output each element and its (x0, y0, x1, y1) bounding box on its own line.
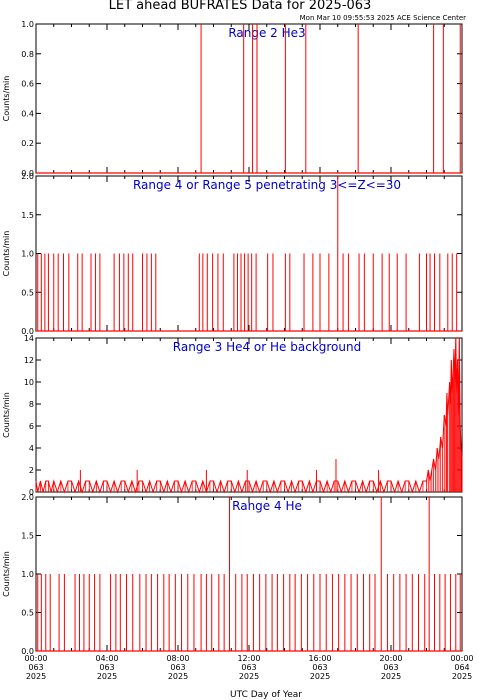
panel-2: 0.0 0.5 1.0 1.5 2.0 Counts/min Range 4 or Rang… (2, 172, 463, 336)
y-tick-label: 6 (29, 422, 34, 431)
x-tick-doy: 063 (99, 663, 114, 672)
y-tick-label: 0.0 (21, 647, 34, 656)
y-tick-label: 0.2 (21, 139, 34, 148)
x-tick-year: 2025 (381, 672, 401, 681)
panel-4: 0.0 0.5 1.0 1.5 2.0 Counts/min Range 4 He (2, 493, 463, 656)
y-tick-label: 14 (24, 334, 34, 343)
x-tick-year: 2025 (452, 672, 472, 681)
y-tick-label: 0.0 (21, 169, 34, 178)
x-tick-doy: 063 (312, 663, 327, 672)
data-series-line (35, 337, 463, 494)
y-tick-label: 1.5 (21, 532, 34, 541)
x-tick-year: 2025 (310, 672, 330, 681)
x-tick-year: 2025 (26, 672, 46, 681)
x-tick-time: 20:00 (379, 654, 402, 663)
panel-1: 0.0 0.2 0.4 0.6 0.8 1.0 Counts/min Range 2 He3 (2, 20, 463, 178)
y-tick-label: 1.0 (21, 570, 34, 579)
y-tick-label: 1.0 (21, 250, 34, 259)
panel-frame (35, 23, 463, 174)
generation-timestamp: Mon Mar 10 09:55:53 2025 ACE Science Cen… (300, 14, 466, 22)
x-tick-doy: 063 (170, 663, 185, 672)
y-tick-label: 0.6 (21, 80, 34, 89)
panel-frame (35, 337, 463, 493)
y-tick-label: 0.5 (21, 609, 34, 618)
y-tick-label: 0 (29, 488, 34, 497)
panel-title: Range 4 or Range 5 penetrating 3<=Z<=30 (133, 178, 401, 192)
x-axis-labels: 00:00063202504:00063202508:00063202512:0… (24, 654, 473, 681)
x-tick-doy: 063 (28, 663, 43, 672)
y-axis-label: Counts/min (2, 392, 11, 438)
x-tick-year: 2025 (239, 672, 259, 681)
y-tick-label: 12 (24, 356, 34, 365)
x-tick-doy: 064 (454, 663, 469, 672)
x-tick-time: 16:00 (308, 654, 331, 663)
y-axis-label: Counts/min (2, 551, 11, 597)
y-tick-label: 2 (29, 466, 34, 475)
y-tick-label: 8 (29, 400, 34, 409)
y-tick-label: 1.0 (21, 20, 34, 29)
y-tick-label: 2.0 (21, 172, 34, 181)
x-tick-time: 12:00 (237, 654, 260, 663)
panel-3: 0 2 4 6 8 10 12 14 Counts/min Range 3 He4 or He b… (2, 334, 463, 497)
x-tick-year: 2025 (168, 672, 188, 681)
x-tick-doy: 063 (383, 663, 398, 672)
x-tick-time: 08:00 (166, 654, 189, 663)
y-tick-label: 4 (29, 444, 34, 453)
y-tick-label: 0.8 (21, 50, 34, 59)
y-tick-label: 10 (24, 378, 34, 387)
x-tick-time: 00:00 (24, 654, 47, 663)
x-tick-time: 00:00 (450, 654, 473, 663)
y-tick-label: 0.4 (21, 109, 34, 118)
figure-title: LET ahead BUFRATES Data for 2025-063 (109, 0, 372, 13)
y-axis-label: Counts/min (2, 231, 11, 277)
x-axis-title: UTC Day of Year (230, 690, 302, 700)
panel-title: Range 4 He (232, 499, 302, 513)
x-tick-year: 2025 (97, 672, 117, 681)
panel-title: Range 2 He3 (228, 26, 305, 40)
y-tick-label: 1.5 (21, 211, 34, 220)
panel-title: Range 3 He4 or He background (173, 340, 361, 354)
y-tick-label: 0.5 (21, 288, 34, 297)
y-axis-label: Counts/min (2, 76, 11, 122)
x-tick-time: 04:00 (95, 654, 118, 663)
x-tick-doy: 063 (241, 663, 256, 672)
y-tick-label: 0.0 (21, 327, 34, 336)
y-tick-label: 2.0 (21, 493, 34, 502)
